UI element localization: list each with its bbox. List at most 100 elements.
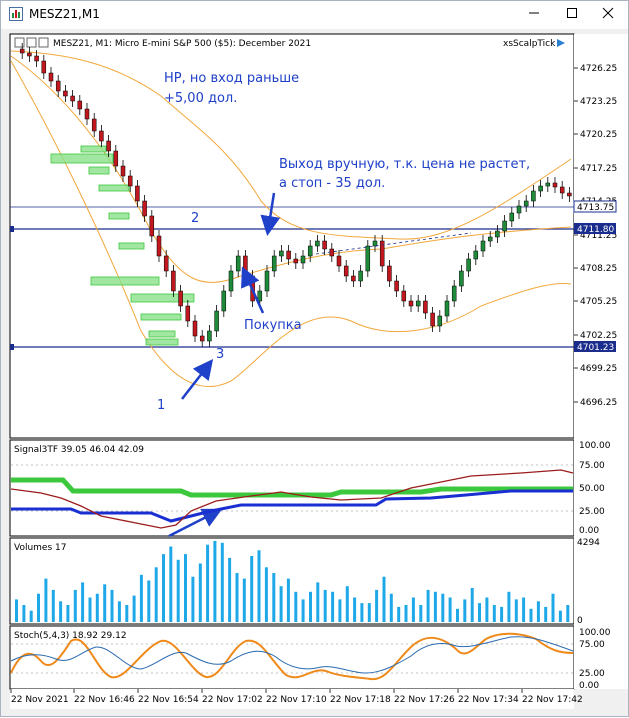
volume-bar — [411, 597, 415, 622]
volume-bar — [29, 610, 33, 622]
candle — [437, 315, 443, 327]
candle — [423, 300, 428, 314]
time-label: 22 Nov 17:26 — [394, 695, 455, 705]
candle — [156, 235, 162, 257]
volume-bar — [117, 601, 121, 622]
volume-bar — [426, 589, 430, 622]
price-panel[interactable] — [9, 33, 575, 439]
price-tick-label: 4711.25 — [580, 231, 617, 241]
volume-bar — [389, 593, 393, 622]
arrow-signal — [168, 508, 223, 538]
candle — [84, 108, 90, 120]
price-tag-low-text: 4701.23 — [577, 343, 614, 353]
candle — [163, 255, 169, 272]
stoch-panel[interactable] — [9, 625, 575, 690]
arrow-buy — [241, 266, 265, 314]
volume-bar — [514, 599, 518, 622]
candle — [552, 182, 558, 188]
candle — [264, 270, 270, 292]
volume-bar — [323, 589, 327, 622]
candle — [307, 245, 313, 257]
price-tag-upper-text: 4713.75 — [577, 203, 614, 213]
trade-panel-icon[interactable] — [14, 37, 25, 48]
candle — [322, 240, 327, 250]
price-scale[interactable] — [574, 34, 628, 689]
candle — [401, 290, 407, 302]
volume-bar — [154, 567, 158, 622]
note-num-1: 1 — [157, 398, 165, 413]
candle — [430, 312, 435, 327]
level-handle-low[interactable] — [10, 344, 14, 350]
volume-bar — [66, 605, 70, 622]
candle — [55, 80, 61, 92]
volume-header: Volumes 17 — [14, 543, 66, 553]
volume-bar — [81, 582, 85, 622]
candle — [192, 320, 198, 337]
candle — [207, 330, 212, 342]
price-tag-mid-text: 4711.80 — [577, 225, 614, 235]
volume-bar — [191, 576, 195, 622]
candle — [142, 200, 147, 217]
volume-bar — [110, 589, 114, 622]
candlesticks[interactable] — [19, 43, 572, 347]
volume-panel[interactable] — [9, 537, 575, 625]
stoch-tick-label: 75.00 — [579, 640, 605, 650]
candle — [394, 280, 399, 292]
candle — [27, 52, 32, 57]
candle — [444, 300, 450, 317]
volume-bar — [139, 574, 143, 622]
chart-header-icons[interactable] — [14, 37, 49, 48]
volume-bar — [242, 578, 246, 622]
band-middle — [10, 55, 572, 283]
window-title: MESZ21,M1 — [29, 7, 100, 21]
volume-bar — [59, 601, 63, 622]
volume-bar — [382, 576, 386, 622]
signal-header: Signal3TF 39.05 46.04 42.09 — [14, 445, 144, 455]
volume-bar — [22, 605, 26, 622]
time-label: 22 Nov 2021 — [11, 695, 69, 705]
chart-window-icon — [9, 7, 23, 21]
title-bar[interactable]: MESZ21,M1 — [1, 1, 628, 29]
close-icon — [602, 7, 614, 19]
candle — [329, 248, 335, 257]
note-num-2: 2 — [191, 211, 199, 226]
indicator-label: xsScalpTick — [503, 39, 556, 49]
symbol-header: MESZ21, M1: Micro E-mini S&P 500 ($5): D… — [53, 39, 311, 49]
candle — [365, 245, 371, 272]
volume-bar — [95, 593, 99, 622]
candle — [559, 186, 565, 194]
candle — [300, 255, 306, 264]
price-tick-label: 4720.25 — [580, 130, 617, 140]
candle — [19, 48, 25, 54]
chart-props-icon[interactable] — [38, 37, 49, 48]
time-label: 22 Nov 17:34 — [458, 695, 519, 705]
candle — [480, 240, 486, 252]
candle — [495, 230, 500, 238]
volume-bar — [500, 606, 504, 622]
candle — [358, 270, 363, 282]
close-button[interactable] — [585, 1, 629, 29]
minimize-icon — [529, 12, 539, 14]
maximize-icon — [567, 8, 577, 18]
level-handle-mid[interactable] — [10, 226, 14, 232]
minimize-button[interactable] — [511, 1, 557, 29]
maximize-button[interactable] — [549, 1, 595, 29]
volume-bar — [235, 573, 239, 622]
time-label: 22 Nov 16:54 — [138, 695, 199, 705]
volume-bar — [441, 593, 445, 622]
volume-bar — [169, 546, 173, 622]
candle — [228, 270, 234, 292]
stoch-main-line — [10, 632, 574, 681]
one-click-icon[interactable] — [26, 37, 37, 48]
volume-bar — [316, 582, 320, 622]
band-upper — [10, 50, 572, 240]
price-tick-label: 4726.25 — [580, 64, 617, 74]
time-scale[interactable] — [10, 689, 574, 709]
volume-bar — [125, 605, 129, 622]
volume-bar — [433, 591, 437, 622]
candle — [99, 130, 104, 142]
candle — [372, 240, 378, 247]
candle — [459, 270, 464, 287]
